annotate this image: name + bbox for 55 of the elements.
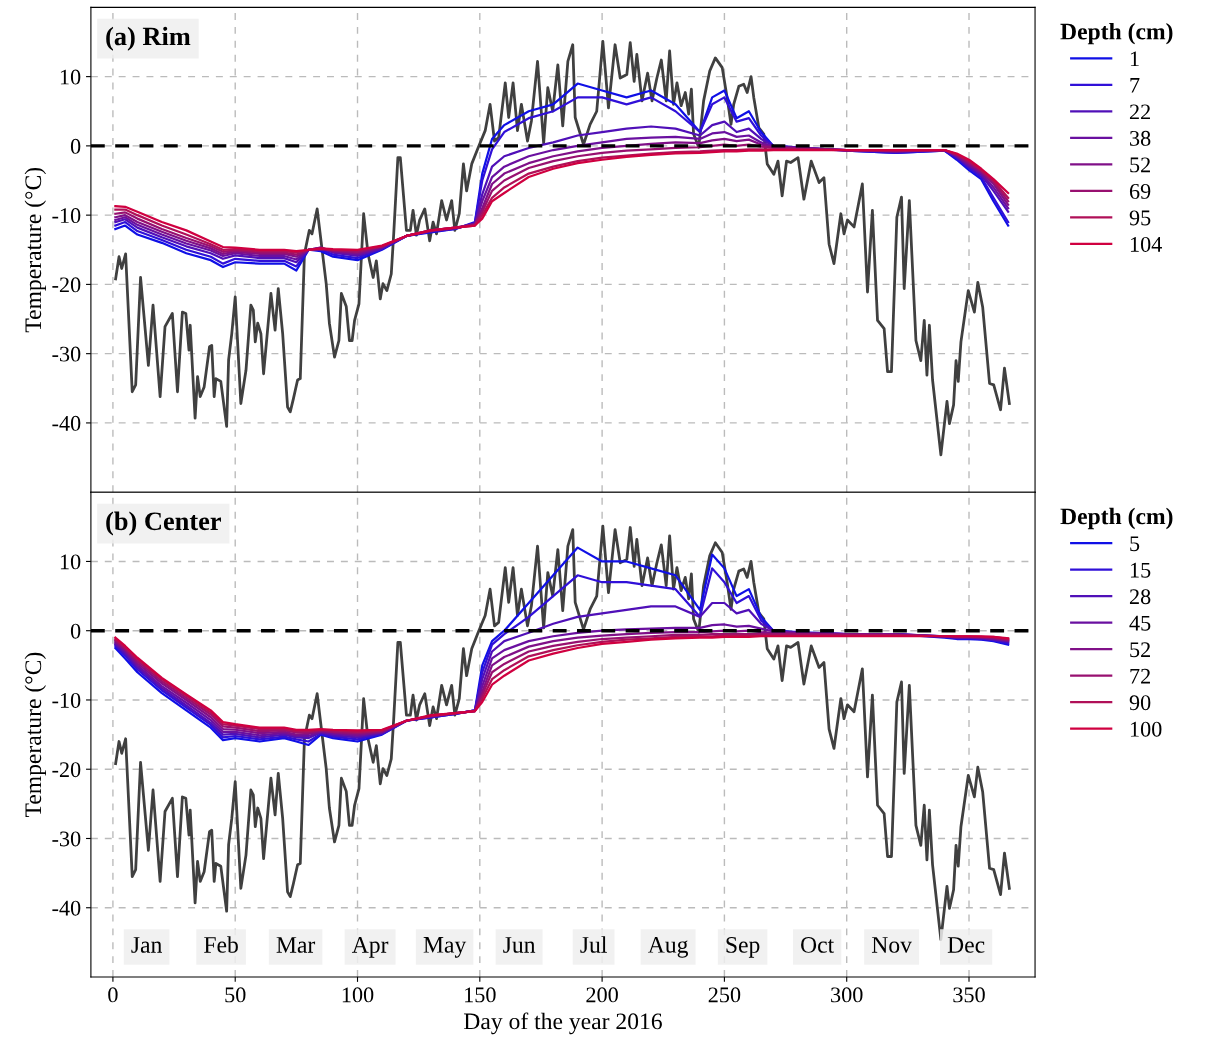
legend-label: 5 <box>1130 536 1140 552</box>
y-tick-label: 10 <box>60 554 81 570</box>
annotation: Sep <box>726 936 760 958</box>
y-axis-title: Temperature (°C) <box>24 652 46 818</box>
x-tick-label: 200 <box>586 987 618 1003</box>
legend-title: Depth (cm) <box>1060 507 1173 530</box>
x-tick-label: 50 <box>225 987 246 1003</box>
y-tick-label: -40 <box>52 900 81 916</box>
annotation: Feb <box>204 936 238 953</box>
y-tick-label: -10 <box>52 208 81 224</box>
text: (b) Center <box>106 511 221 536</box>
text: (a) Rim <box>106 26 191 51</box>
y-tick-label: 0 <box>70 623 81 639</box>
annotation: Apr <box>351 937 389 958</box>
y-tick-label: -30 <box>52 831 81 847</box>
annotation: Oct <box>801 936 835 953</box>
y-axis-title: Temperature (°C) <box>24 167 46 333</box>
y-tick-label: -40 <box>52 415 81 431</box>
annotation: May <box>423 937 467 958</box>
y-tick-label: -20 <box>52 277 81 293</box>
annotation: Jan <box>131 937 162 953</box>
legend-label: 38 <box>1130 130 1151 146</box>
y-tick-label: -30 <box>52 346 81 362</box>
x-tick-label: 150 <box>465 987 496 1003</box>
y-tick-label: 0 <box>70 138 81 154</box>
annotation: Jul <box>580 936 607 953</box>
annotation: Nov <box>871 937 912 953</box>
y-tick-label: -20 <box>52 762 81 778</box>
legend-label: 28 <box>1129 589 1151 605</box>
legend-label: 100 <box>1130 721 1162 737</box>
legend-label: 104 <box>1130 236 1162 252</box>
legend-label: 95 <box>1129 210 1151 226</box>
legend-label: 69 <box>1129 183 1151 199</box>
x-axis-title: Day of the year 2016 <box>464 1012 662 1035</box>
x-tick-label: 250 <box>708 987 741 1003</box>
legend-label: 1 <box>1130 51 1139 67</box>
annotation: Jun <box>503 937 536 953</box>
y-tick-label: -10 <box>52 692 81 708</box>
x-tick-label: 0 <box>108 987 118 1003</box>
legend-label: 52 <box>1130 157 1150 173</box>
legend-label: 72 <box>1130 668 1150 684</box>
x-tick-label: 300 <box>831 987 863 1003</box>
legend-label: 45 <box>1129 615 1151 631</box>
legend-label: 15 <box>1130 562 1151 578</box>
annotation: Dec <box>947 937 985 953</box>
legend-title: Depth (cm) <box>1060 22 1173 45</box>
x-tick-label: 100 <box>342 987 374 1003</box>
legend-label: 90 <box>1129 695 1151 711</box>
legend-label: 22 <box>1129 104 1150 120</box>
annotation: Aug <box>648 936 688 958</box>
y-tick-label: 10 <box>60 69 81 85</box>
x-tick-label: 350 <box>953 987 985 1003</box>
legend-label: 52 <box>1130 642 1150 658</box>
annotation: Mar <box>276 937 316 953</box>
legend-label: 7 <box>1130 78 1140 93</box>
